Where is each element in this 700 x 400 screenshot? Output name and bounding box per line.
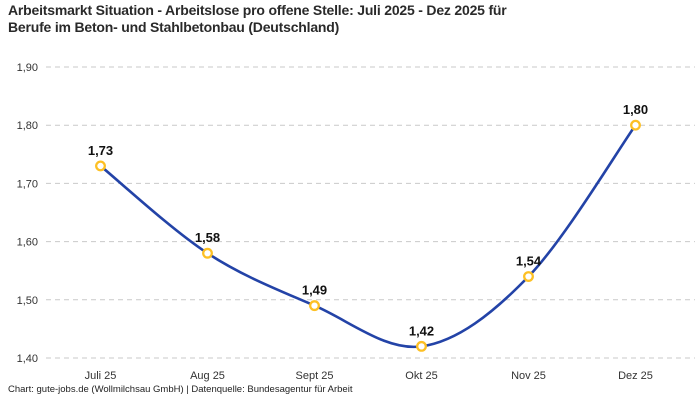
- y-axis-tick-label: 1,70: [17, 178, 38, 190]
- y-axis-tick-label: 1,40: [17, 353, 38, 365]
- data-point-label: 1,58: [195, 230, 220, 245]
- y-axis-tick-label: 1,80: [17, 120, 38, 132]
- data-point-label: 1,54: [516, 254, 542, 269]
- data-point-marker: [309, 300, 320, 312]
- x-axis-tick-label: Dez 25: [618, 370, 653, 382]
- x-axis-tick-label: Okt 25: [405, 370, 437, 382]
- data-point-marker: [95, 160, 106, 172]
- data-point-marker: [416, 340, 427, 352]
- x-axis-tick-label: Juli 25: [85, 370, 117, 382]
- data-point-label: 1,73: [88, 143, 113, 158]
- data-point-marker: [523, 271, 534, 282]
- y-axis-tick-label: 1,90: [17, 62, 38, 74]
- data-point-marker: [202, 247, 213, 259]
- y-axis-tick-label: 1,60: [17, 237, 38, 249]
- x-axis-tick-label: Aug 25: [190, 370, 225, 382]
- chart-title: Arbeitsmarkt Situation - Arbeitslose pro…: [8, 2, 507, 35]
- x-axis-tick-label: Sept 25: [296, 370, 334, 382]
- attribution-footer: Chart: gute-jobs.de (Wollmilchsau GmbH) …: [8, 384, 353, 395]
- data-point-label: 1,42: [409, 323, 434, 338]
- data-point-label: 1,49: [302, 283, 327, 298]
- data-point-label: 1,80: [623, 102, 648, 117]
- y-axis-tick-label: 1,50: [17, 295, 38, 307]
- x-axis-tick-label: Nov 25: [511, 370, 546, 382]
- data-point-marker: [630, 119, 641, 131]
- data-line: [99, 123, 637, 349]
